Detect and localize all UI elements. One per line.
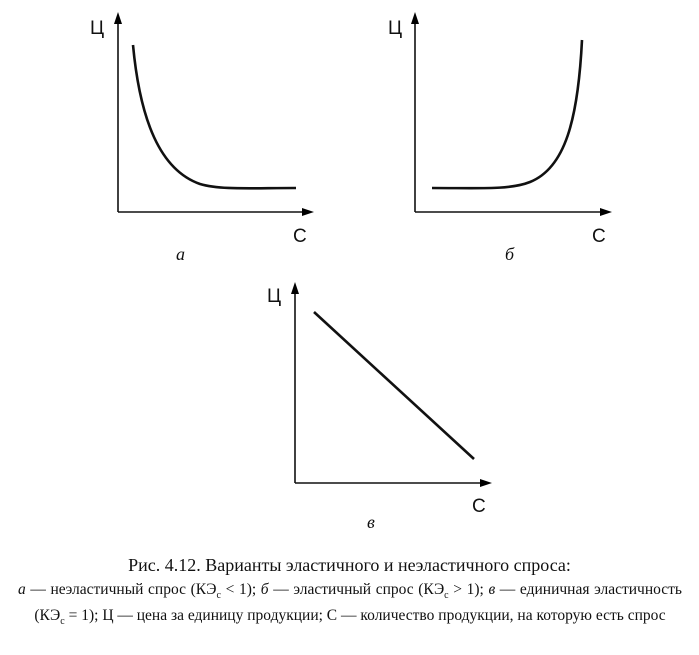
text: > 1); xyxy=(448,581,489,598)
arrow xyxy=(480,479,492,487)
arrow xyxy=(600,208,612,216)
letter: в xyxy=(488,581,496,598)
y-axis-label: Ц xyxy=(90,18,104,39)
curve xyxy=(131,44,297,190)
y-axis-label: Ц xyxy=(267,286,281,307)
x-axis-label: С xyxy=(592,226,606,247)
y-axis-label: Ц xyxy=(388,18,402,39)
text: — единичная эластичность (КЭ xyxy=(34,581,682,625)
figure: Ц С а Ц С б Ц С в xyxy=(90,12,612,532)
arrow xyxy=(114,12,122,24)
arrow xyxy=(302,208,314,216)
panel-label: б xyxy=(505,244,515,264)
subscript: с xyxy=(60,616,65,628)
caption-legend: а — неэластичный спрос (КЭс < 1); б — эл… xyxy=(18,580,682,632)
curve xyxy=(431,39,584,190)
panel-label: а xyxy=(176,244,185,264)
letter: б xyxy=(260,581,269,598)
x-axis-label: С xyxy=(293,226,307,247)
text: — эластичный спрос (КЭ xyxy=(268,581,445,598)
panel-a: Ц С а xyxy=(90,12,314,264)
x-axis-label: С xyxy=(472,496,486,517)
text: = 1); Ц — цена за единицу продукции; С —… xyxy=(64,607,666,625)
arrow xyxy=(411,12,419,24)
panel-label: в xyxy=(367,512,375,532)
subscript: с xyxy=(444,590,449,602)
text: — неэластичный спрос (КЭ xyxy=(25,581,217,598)
panel-c: Ц С в xyxy=(267,282,492,532)
letter: а xyxy=(18,581,26,598)
text: < 1); xyxy=(220,581,261,598)
panel-b: Ц С б xyxy=(388,12,612,264)
subscript: с xyxy=(216,590,221,602)
line xyxy=(313,311,475,460)
caption-title: Рис. 4.12. Варианты эластичного и неэлас… xyxy=(128,555,571,575)
arrow xyxy=(291,282,299,294)
